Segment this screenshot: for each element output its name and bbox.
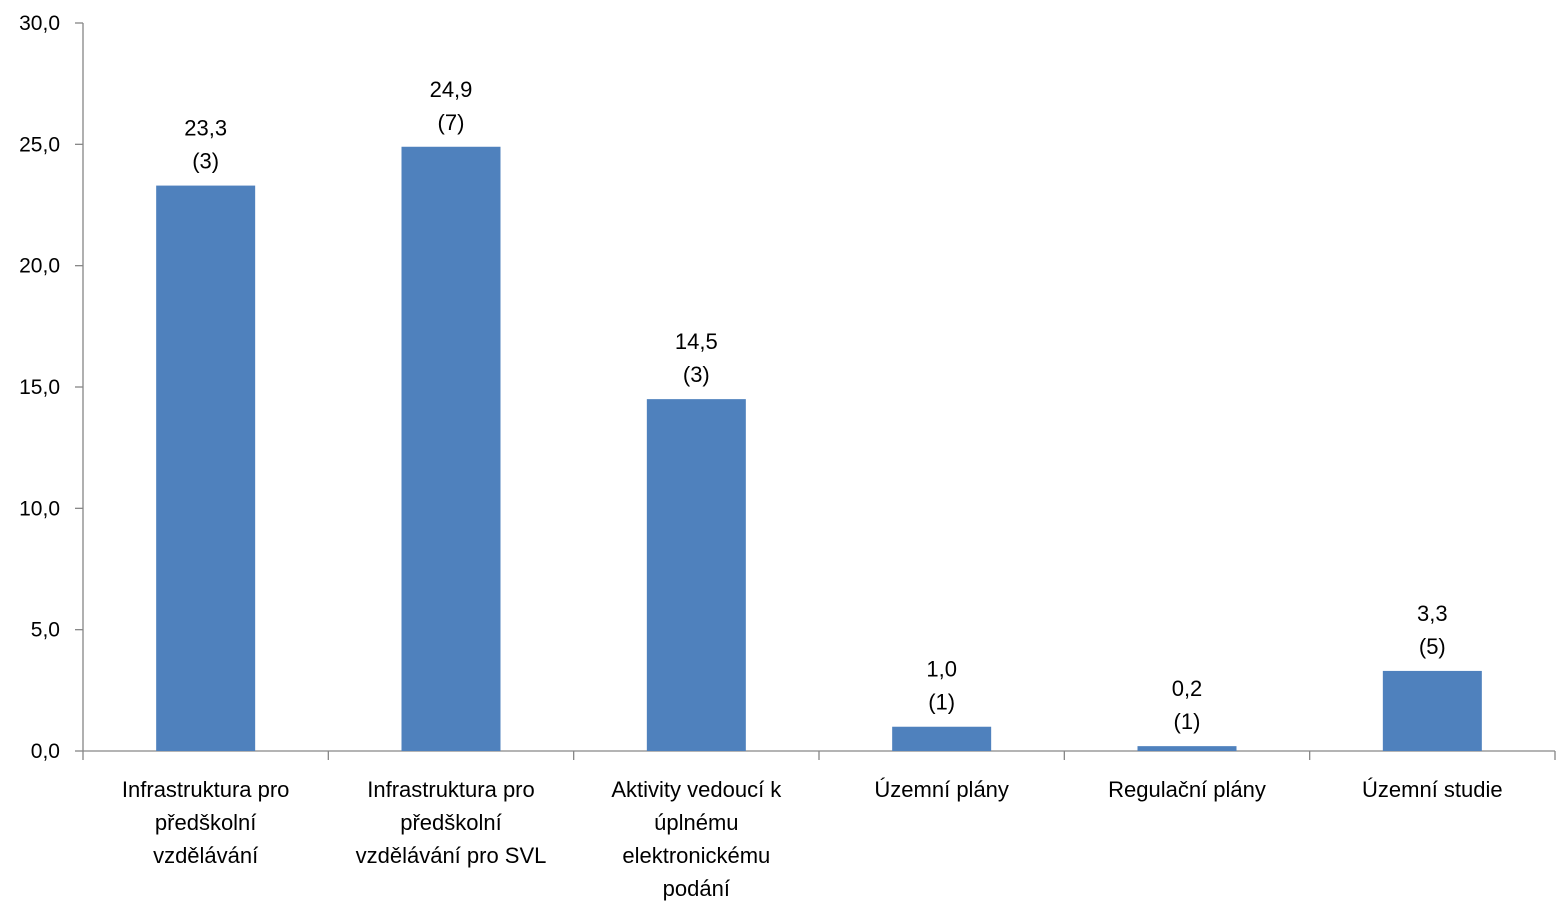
y-tick-label: 20,0 xyxy=(19,255,60,278)
x-category-label: předškolní xyxy=(155,810,257,835)
chart-bars xyxy=(156,146,1482,751)
x-category-label: předškolní xyxy=(400,810,502,835)
x-category-label: Infrastruktura pro xyxy=(122,777,290,802)
x-category-label: Infrastruktura pro xyxy=(367,777,535,802)
bar xyxy=(892,726,992,751)
chart-axes: 0,0 5,0 10,0 15,0 20,0 25,0 30,0 xyxy=(19,12,1556,763)
y-tick-label: 0,0 xyxy=(31,740,60,763)
x-category-label: vzdělávání pro SVL xyxy=(356,843,547,868)
x-category-label: elektronickému xyxy=(622,843,770,868)
bar xyxy=(156,185,256,751)
bar-value-label: 23,3 xyxy=(184,116,227,141)
bar xyxy=(646,399,746,751)
x-category-label: úplnému xyxy=(654,810,738,835)
x-category-label: Aktivity vedoucí k xyxy=(611,777,782,802)
bar-value-label: 24,9 xyxy=(430,77,473,102)
bar-value-label: 0,2 xyxy=(1172,676,1203,701)
y-tick-label: 25,0 xyxy=(19,133,60,156)
y-tick-label: 5,0 xyxy=(31,619,60,642)
bar-count-label: (3) xyxy=(192,149,219,174)
bar-value-label: 1,0 xyxy=(926,657,957,682)
chart-labels: 23,3 (3) Infrastruktura pro předškolní vzděl… xyxy=(122,77,1503,901)
x-category-label: Územní plány xyxy=(874,777,1009,802)
bar-value-label: 14,5 xyxy=(675,329,718,354)
bar xyxy=(1382,670,1482,751)
y-tick-label: 10,0 xyxy=(19,497,60,520)
bar-count-label: (1) xyxy=(928,690,955,715)
y-tick-label: 15,0 xyxy=(19,376,60,399)
bar-count-label: (3) xyxy=(683,362,710,387)
bar-count-label: (7) xyxy=(438,110,465,135)
x-category-label: vzdělávání xyxy=(153,843,258,868)
bar-count-label: (1) xyxy=(1174,709,1201,734)
y-tick-label: 30,0 xyxy=(19,12,60,35)
x-category-label: Územní studie xyxy=(1362,777,1503,802)
bar xyxy=(401,146,501,751)
bar-count-label: (5) xyxy=(1419,634,1446,659)
bar xyxy=(1137,746,1237,751)
bar-value-label: 3,3 xyxy=(1417,601,1448,626)
x-category-label: podání xyxy=(663,876,730,901)
x-category-label: Regulační plány xyxy=(1108,777,1266,802)
